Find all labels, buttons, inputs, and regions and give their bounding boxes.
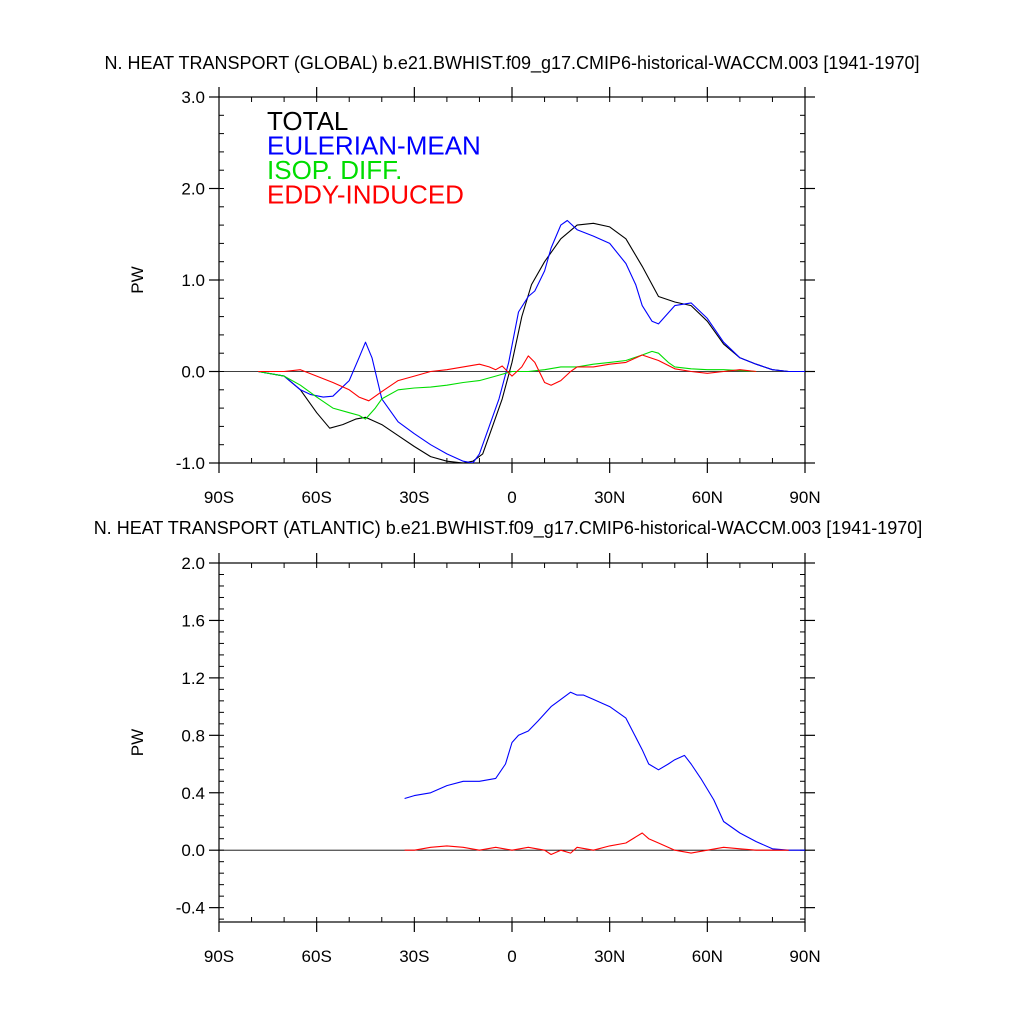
chart2-y-tick-label: 1.6 — [181, 611, 205, 630]
chart1-x-tick-label: 30N — [594, 488, 625, 507]
chart1-y-axis-label: PW — [128, 266, 147, 293]
chart1-x-tick-label: 60S — [302, 488, 332, 507]
chart1-x-tick-label: 90S — [204, 488, 234, 507]
chart1-series-eddy-induced — [258, 354, 757, 402]
chart1-legend-isop-diff: ISOP. DIFF. — [267, 155, 402, 185]
chart1-series-total — [258, 222, 805, 463]
chart2-x-tick-label: 90N — [789, 947, 820, 966]
chart2-y-tick-label: -0.4 — [176, 899, 205, 918]
chart1-legend-eddy-induced: EDDY-INDUCED — [267, 180, 464, 210]
chart1-y-tick-label: 3.0 — [181, 88, 205, 107]
chart2-series-eddy-induced — [404, 832, 789, 856]
chart2-y-tick-label: 0.4 — [181, 784, 205, 803]
chart1: N. HEAT TRANSPORT (GLOBAL) b.e21.BWHIST.… — [105, 53, 920, 507]
chart1-x-tick-label: 60N — [692, 488, 723, 507]
chart1-x-tick-label: 30S — [399, 488, 429, 507]
chart1-series-eulerian-mean — [258, 219, 805, 463]
chart1-y-tick-label: 0.0 — [181, 363, 205, 382]
chart2-title: N. HEAT TRANSPORT (ATLANTIC) b.e21.BWHIS… — [94, 518, 923, 539]
chart2-y-tick-label: 2.0 — [181, 554, 205, 573]
chart2-x-tick-label: 30S — [399, 947, 429, 966]
chart1-x-tick-label: 0 — [507, 488, 516, 507]
chart2-y-tick-label: 0.8 — [181, 726, 205, 745]
chart1-series-isop-diff — [258, 350, 757, 420]
chart1-legend-total: TOTAL — [267, 106, 348, 136]
chart2-y-tick-label: 0.0 — [181, 841, 205, 860]
chart2-y-axis-label: PW — [128, 729, 147, 756]
chart1-y-tick-label: -1.0 — [176, 454, 205, 473]
chart2: N. HEAT TRANSPORT (ATLANTIC) b.e21.BWHIS… — [94, 518, 923, 966]
chart2-x-tick-label: 60S — [302, 947, 332, 966]
chart1-x-tick-label: 90N — [789, 488, 820, 507]
chart2-series-eulerian-mean — [404, 691, 805, 851]
chart1-y-tick-label: 1.0 — [181, 271, 205, 290]
chart1-legend-eulerian-mean: EULERIAN-MEAN — [267, 131, 481, 161]
chart2-x-tick-label: 30N — [594, 947, 625, 966]
chart2-x-tick-label: 0 — [507, 947, 516, 966]
chart1-title: N. HEAT TRANSPORT (GLOBAL) b.e21.BWHIST.… — [105, 53, 920, 74]
chart2-y-tick-label: 1.2 — [181, 669, 205, 688]
chart2-x-tick-label: 60N — [692, 947, 723, 966]
chart2-x-tick-label: 90S — [204, 947, 234, 966]
chart1-y-tick-label: 2.0 — [181, 180, 205, 199]
chart1-minor-ticks — [218, 96, 806, 464]
chart2-minor-ticks — [218, 562, 806, 922]
